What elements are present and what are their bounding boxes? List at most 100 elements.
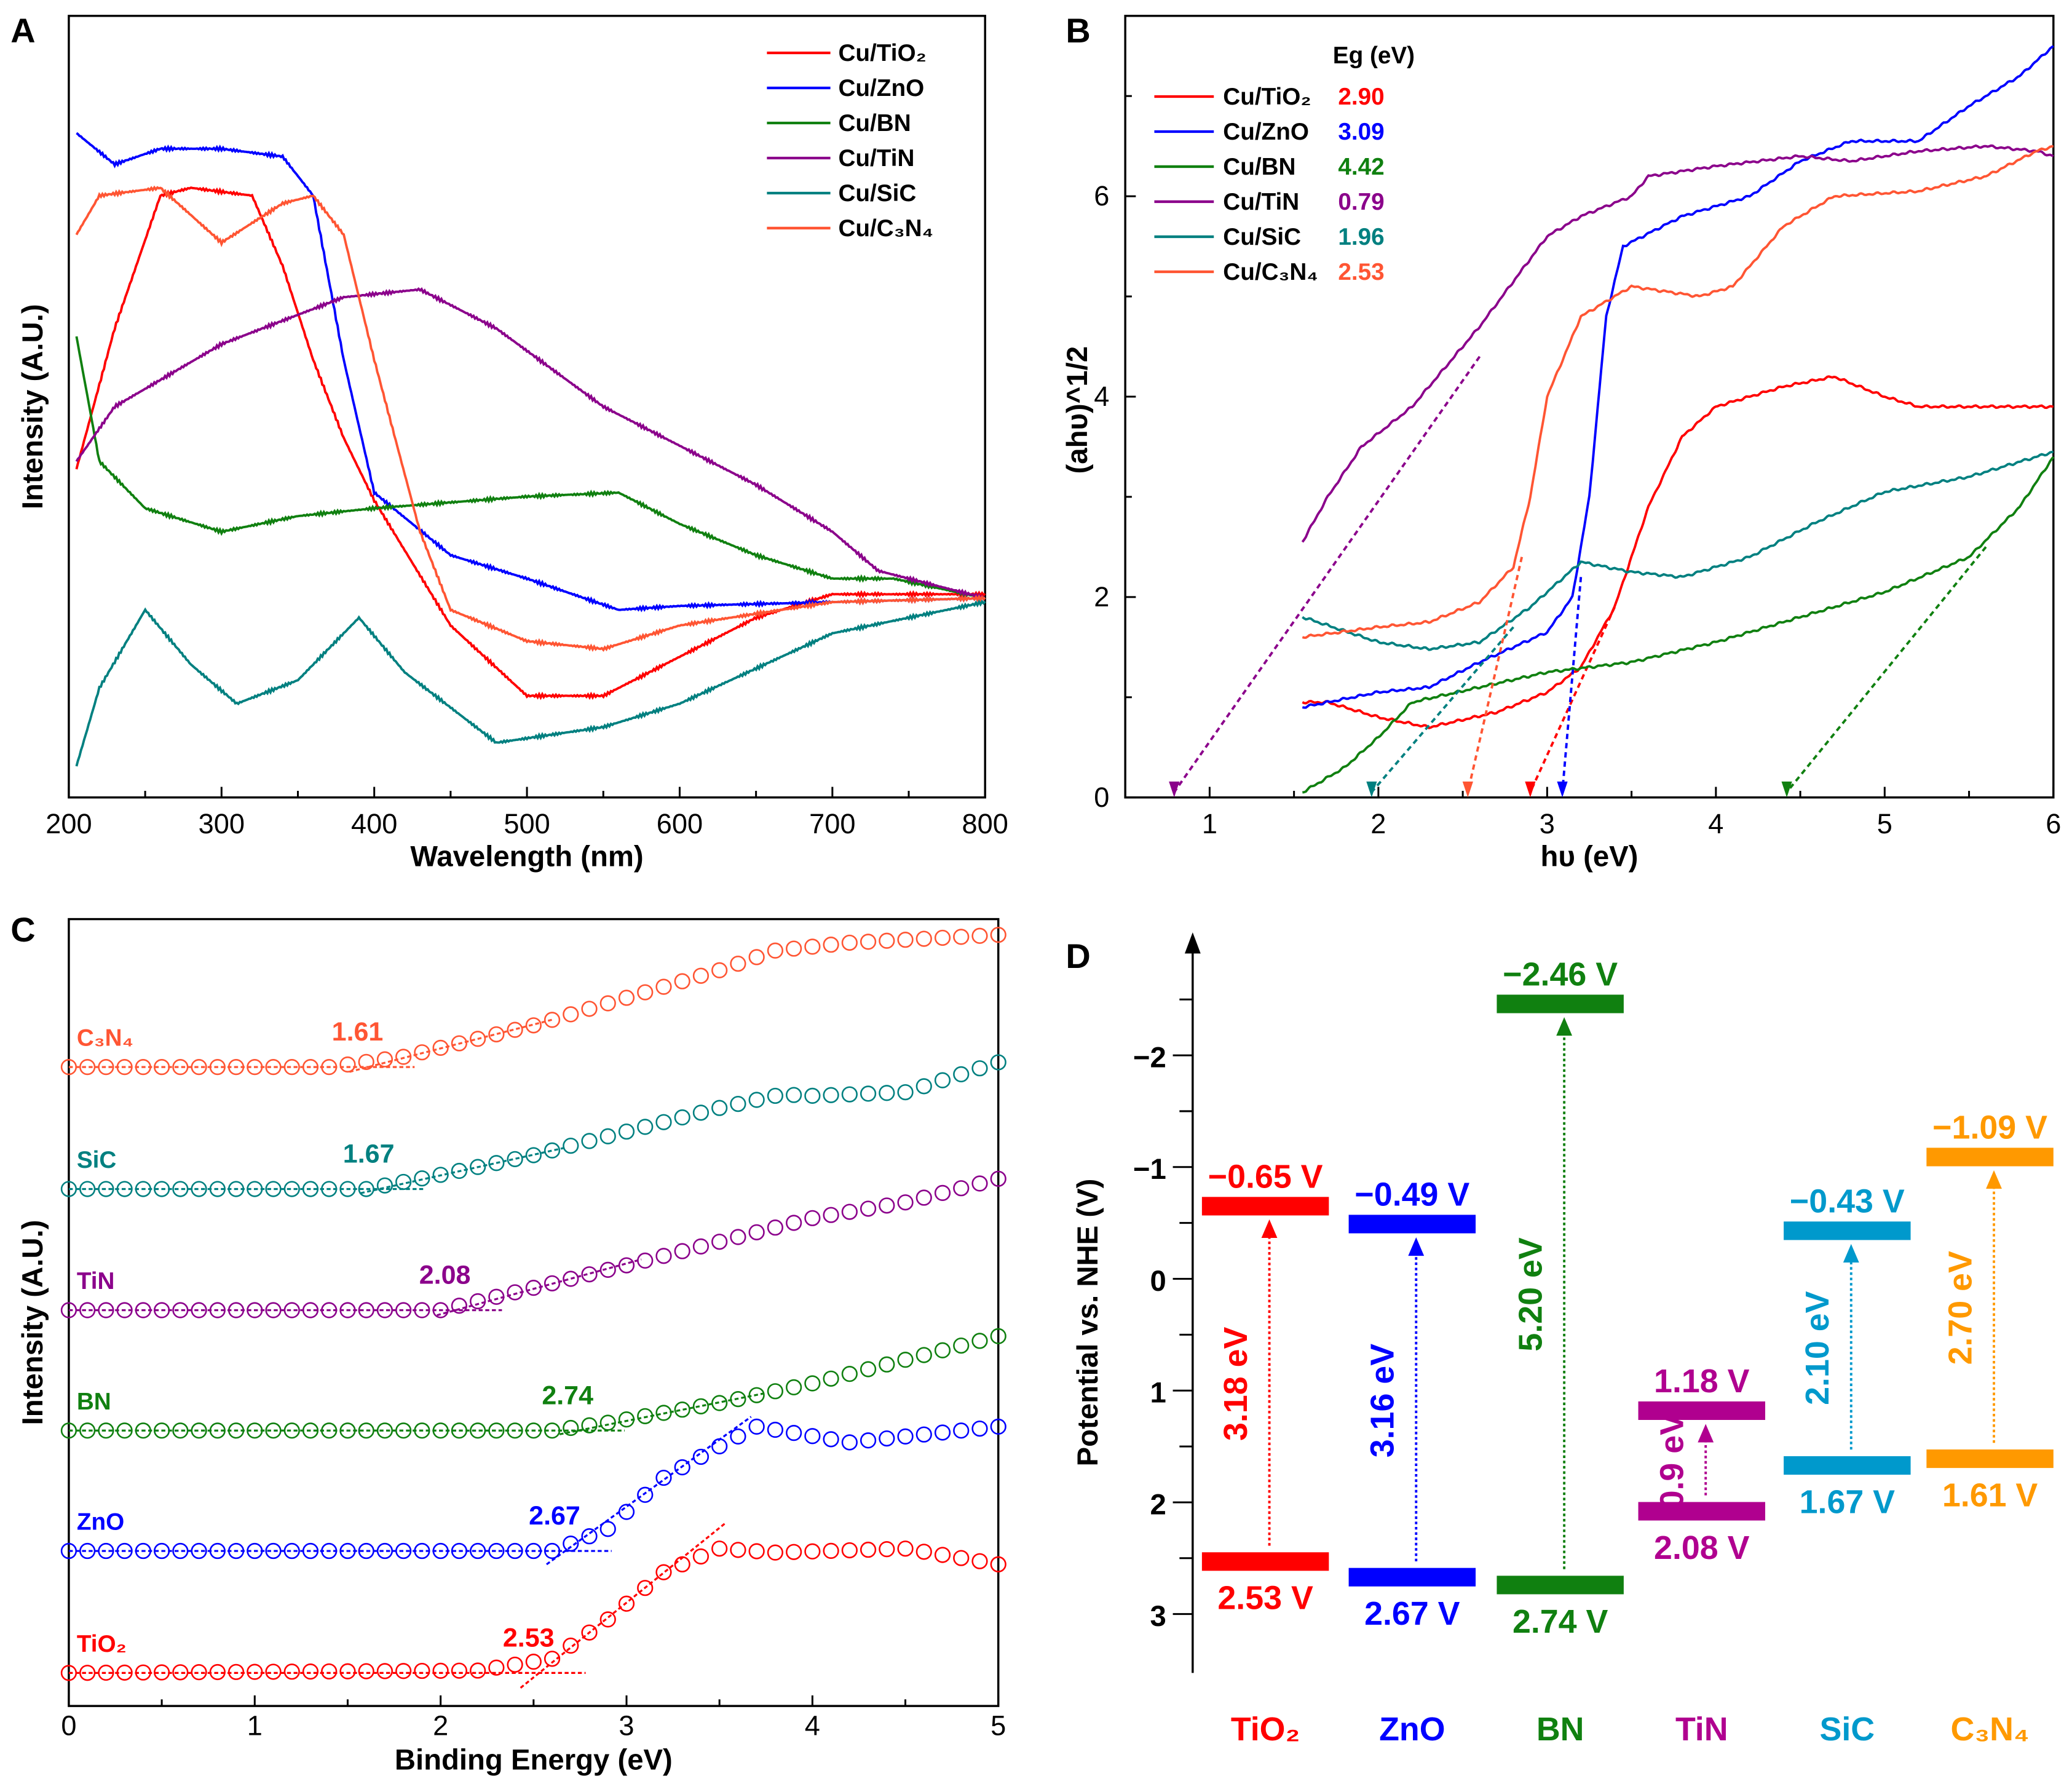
conduction-band-bar	[1638, 1401, 1765, 1420]
series-label: BN	[77, 1389, 111, 1415]
vb-potential-label: 1.67 V	[1800, 1483, 1896, 1520]
data-marker	[544, 1275, 561, 1291]
data-marker	[655, 1564, 672, 1580]
arrow-head	[1557, 781, 1568, 798]
arrow-head	[1366, 781, 1377, 798]
valence-band-bar	[1784, 1456, 1911, 1475]
legend-eg-value: 0.79	[1338, 189, 1384, 215]
data-marker	[767, 1383, 783, 1400]
y-tick-label: 4	[1094, 381, 1109, 412]
data-marker	[563, 1637, 579, 1654]
band-gap-label: 3.18 eV	[1217, 1327, 1254, 1441]
valence-band-bar	[1497, 1576, 1624, 1595]
data-marker	[841, 1086, 858, 1103]
data-marker	[934, 1424, 951, 1441]
data-marker	[934, 1342, 951, 1358]
data-marker	[637, 984, 654, 1001]
y-tick-label: 0	[1150, 1265, 1166, 1298]
data-marker	[432, 1167, 449, 1183]
cb-potential-label: −1.09 V	[1932, 1109, 2047, 1146]
data-marker	[488, 1026, 505, 1043]
legend-eg-value: 1.96	[1338, 224, 1384, 250]
data-marker	[804, 1428, 821, 1445]
data-marker	[674, 1556, 690, 1572]
y-tick-label: 3	[1150, 1600, 1166, 1633]
data-marker	[767, 942, 783, 959]
valence-band-bar	[1201, 1552, 1329, 1571]
series-line-2	[75, 336, 986, 601]
arrow-head-icon	[1261, 1219, 1278, 1239]
series-line-2	[1302, 456, 2055, 794]
data-marker	[730, 1428, 746, 1445]
conduction-band-bar	[1926, 1148, 2054, 1167]
data-marker	[860, 1541, 877, 1558]
x-tick-label: 300	[199, 808, 245, 839]
data-marker	[674, 1459, 690, 1476]
data-marker	[990, 1556, 1006, 1572]
data-marker	[897, 1540, 914, 1557]
data-marker	[469, 1662, 486, 1679]
data-marker	[618, 1504, 635, 1520]
data-marker	[897, 1352, 914, 1368]
series-line-5	[75, 185, 986, 652]
data-marker	[414, 1170, 430, 1187]
data-marker	[711, 962, 728, 978]
data-marker	[748, 1092, 765, 1108]
arrow-head-icon	[1843, 1243, 1859, 1263]
cb-potential-label: 1.18 V	[1654, 1363, 1750, 1400]
x-tick-label: 1	[1202, 808, 1217, 839]
data-marker	[172, 1664, 189, 1681]
data-marker	[655, 1469, 672, 1486]
data-marker	[265, 1663, 282, 1680]
y-tick-label: −2	[1133, 1041, 1166, 1074]
data-marker	[879, 932, 895, 949]
data-marker	[879, 1085, 895, 1101]
series-line-3	[75, 287, 986, 601]
data-marker	[79, 1302, 96, 1318]
data-marker	[748, 1387, 765, 1403]
y-tick-label: 2	[1094, 581, 1109, 613]
panel-d: −2 −1 0 1 2 3 Potential vs. NHE (V) −0.65 V 2.53…	[1066, 932, 2054, 1748]
data-marker	[692, 1104, 710, 1121]
data-marker	[79, 1542, 96, 1560]
data-marker	[247, 1663, 263, 1680]
slope-fit-line	[520, 1523, 726, 1689]
data-marker	[172, 1302, 189, 1318]
data-marker	[915, 1347, 932, 1363]
arrow-head	[1462, 781, 1473, 798]
x-tick-label: 1	[247, 1710, 263, 1741]
vb-potential-label: 2.74 V	[1512, 1603, 1608, 1640]
legend-label: Cu/SiC	[1223, 224, 1301, 250]
data-marker	[990, 1328, 1006, 1344]
band-gap-label: 0.9 eV	[1654, 1413, 1691, 1509]
data-marker	[172, 1181, 189, 1197]
legend-eg-value: 4.42	[1338, 154, 1384, 180]
data-marker	[283, 1302, 300, 1318]
conduction-band-bar	[1348, 1215, 1476, 1234]
data-marker	[599, 1128, 616, 1144]
band-gap-label: 3.16 eV	[1364, 1344, 1401, 1457]
data-marker	[879, 1430, 895, 1447]
series-line-3	[1301, 144, 2054, 543]
plot-frame	[68, 918, 1000, 1707]
data-marker	[525, 1280, 542, 1296]
data-marker	[897, 1194, 914, 1211]
data-marker	[990, 1170, 1006, 1187]
onset-value-label: 2.08	[419, 1261, 471, 1290]
data-marker	[841, 1203, 858, 1220]
data-marker	[804, 1087, 821, 1104]
data-marker	[283, 1422, 300, 1439]
data-marker	[767, 1219, 783, 1236]
data-marker	[339, 1663, 356, 1679]
legend-label: Cu/C₃N₄	[1223, 259, 1318, 285]
data-marker	[692, 1238, 710, 1255]
y-tick-label: 1	[1150, 1377, 1166, 1409]
data-marker	[990, 1418, 1006, 1435]
category-label: BN	[1536, 1711, 1584, 1748]
cb-potential-label: −0.43 V	[1790, 1183, 1905, 1219]
data-marker	[339, 1056, 356, 1073]
data-marker	[953, 1066, 970, 1083]
panel-label: B	[1066, 11, 1090, 50]
data-marker	[581, 1266, 598, 1283]
